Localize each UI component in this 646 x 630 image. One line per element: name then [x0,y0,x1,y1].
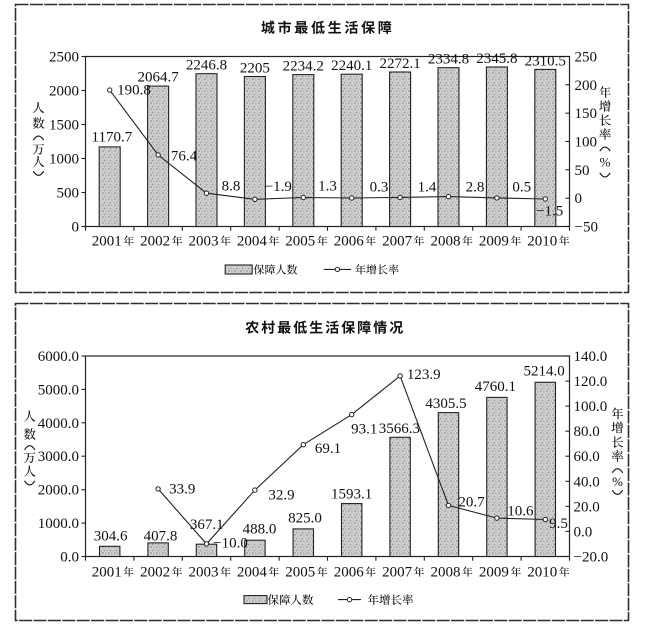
svg-text:407.8: 407.8 [144,529,178,545]
svg-text:2007: 2007 [382,234,413,250]
svg-text:2.8: 2.8 [466,180,485,196]
svg-text:10.6: 10.6 [507,504,534,520]
svg-text:2004: 2004 [237,234,268,250]
svg-text:2002: 2002 [140,234,170,250]
svg-text:100: 100 [575,135,598,151]
svg-text:69.1: 69.1 [315,441,341,457]
svg-text:93.1: 93.1 [351,421,377,437]
svg-text:32.9: 32.9 [268,488,294,504]
svg-text:2240.1: 2240.1 [331,58,372,74]
svg-text:76.4: 76.4 [171,149,198,165]
svg-text:2005: 2005 [285,565,315,581]
svg-text:0.0: 0.0 [60,550,79,566]
svg-text:−50: −50 [575,220,598,236]
svg-text:2008: 2008 [431,234,461,250]
svg-text:9.5: 9.5 [549,516,568,532]
svg-text:−20.0: −20.0 [574,550,609,566]
svg-text:304.6: 304.6 [94,529,128,545]
svg-text:80.0: 80.0 [574,424,600,440]
svg-text:6000.0: 6000.0 [38,349,79,365]
svg-text:2334.8: 2334.8 [428,52,469,68]
svg-text:3566.3: 3566.3 [379,421,420,437]
svg-text:1000: 1000 [49,152,79,168]
svg-text:123.9: 123.9 [407,367,441,383]
svg-text:488.0: 488.0 [243,522,277,538]
svg-text:2010: 2010 [527,234,557,250]
svg-text:%: % [600,154,611,169]
svg-text:100.0: 100.0 [574,399,608,415]
svg-text:5214.0: 5214.0 [523,364,564,380]
svg-text:20.0: 20.0 [574,499,600,515]
svg-text:1.4: 1.4 [418,180,437,196]
svg-text:1593.1: 1593.1 [331,487,372,503]
svg-text:3000.0: 3000.0 [38,449,79,465]
svg-text:4760.1: 4760.1 [475,379,516,395]
svg-text:20.7: 20.7 [458,495,485,511]
svg-text:2234.2: 2234.2 [283,59,324,75]
svg-text:825.0: 825.0 [288,510,322,526]
svg-text:33.9: 33.9 [169,482,195,498]
svg-text:2002: 2002 [140,565,170,581]
svg-text:2009: 2009 [479,234,509,250]
svg-text:2007: 2007 [382,565,413,581]
svg-text:500: 500 [57,186,80,202]
svg-text:200: 200 [575,78,598,94]
svg-text:2310.5: 2310.5 [525,53,566,69]
svg-text:2005: 2005 [285,234,315,250]
svg-text:2064.7: 2064.7 [137,70,179,86]
svg-text:%: % [612,474,623,489]
svg-text:2000: 2000 [49,84,79,100]
svg-text:0.0: 0.0 [574,524,593,540]
svg-text:2000.0: 2000.0 [38,483,79,499]
svg-text:250: 250 [575,50,598,66]
svg-text:−10.0: −10.0 [213,536,248,552]
svg-text:50: 50 [575,163,590,179]
svg-text:150: 150 [575,106,598,122]
svg-text:120.0: 120.0 [574,374,608,390]
svg-text:−1.5: −1.5 [536,204,563,220]
svg-text:2205: 2205 [240,61,270,77]
svg-text:2006: 2006 [334,565,365,581]
svg-text:4000.0: 4000.0 [38,416,79,432]
svg-text:60.0: 60.0 [574,449,600,465]
svg-text:367.1: 367.1 [190,517,224,533]
svg-text:2246.8: 2246.8 [186,58,227,74]
svg-text:1000.0: 1000.0 [38,516,79,532]
svg-text:2010: 2010 [527,565,557,581]
svg-text:1.3: 1.3 [318,179,337,195]
svg-text:5000.0: 5000.0 [38,382,79,398]
svg-text:0: 0 [575,191,583,207]
svg-text:0.3: 0.3 [370,180,389,196]
svg-text:2003: 2003 [189,234,219,250]
svg-text:0.5: 0.5 [512,180,531,196]
svg-text:2004: 2004 [237,565,268,581]
svg-text:2001: 2001 [92,565,122,581]
svg-text:−1.9: −1.9 [265,179,292,195]
svg-text:2001: 2001 [92,234,122,250]
svg-text:2008: 2008 [431,565,461,581]
svg-text:0: 0 [72,220,80,236]
svg-text:2345.8: 2345.8 [476,51,517,67]
svg-text:8.8: 8.8 [222,179,241,195]
svg-text:2500: 2500 [49,50,79,66]
svg-text:1500: 1500 [49,118,79,134]
svg-text:190.8: 190.8 [117,83,151,99]
svg-text:2272.1: 2272.1 [379,56,420,72]
svg-text:2006: 2006 [334,234,365,250]
svg-text:140.0: 140.0 [574,349,608,365]
svg-text:2009: 2009 [479,565,509,581]
svg-text:40.0: 40.0 [574,474,600,490]
svg-text:2003: 2003 [189,565,219,581]
svg-text:4305.5: 4305.5 [425,396,466,412]
svg-text:1170.7: 1170.7 [92,130,133,146]
